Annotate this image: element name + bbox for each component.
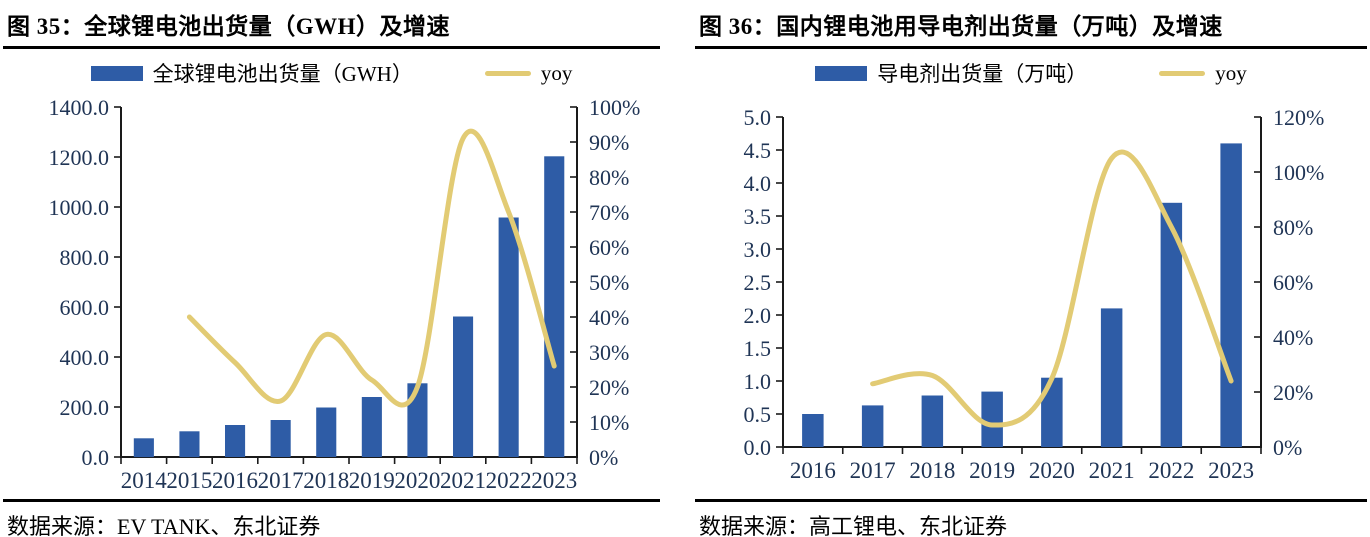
y-left-label: 1.5: [744, 336, 772, 361]
legend-item-bars: 导电剂出货量（万吨）: [815, 58, 1087, 88]
y-left-label: 4.5: [744, 138, 772, 163]
figure-36-title: 图 36：国内锂电池用导电剂出货量（万吨）及增速: [695, 0, 1367, 49]
y-right-label: 20%: [1273, 380, 1313, 405]
y-right-label: 60%: [589, 235, 629, 260]
x-label-2023: 2023: [531, 468, 577, 493]
y-left-label: 800.0: [60, 245, 110, 270]
x-label-2023: 2023: [1208, 458, 1254, 483]
x-label-2016: 2016: [790, 458, 836, 483]
figure-36-source: 数据来源：高工锂电、东北证券: [695, 499, 1367, 537]
x-label-2021: 2021: [440, 468, 486, 493]
bar-2023: [544, 156, 565, 458]
yoy-line: [870, 149, 1234, 428]
x-label-2021: 2021: [1089, 458, 1135, 483]
y-right-label: 30%: [589, 340, 629, 365]
y-right-label: 90%: [589, 130, 629, 155]
bar-series-label: 导电剂出货量（万吨）: [877, 62, 1088, 86]
figure-35-panel: 图 35：全球锂电池出货量（GWH）及增速 全球锂电池出货量（GWH） yoy …: [3, 0, 660, 537]
y-left-label: 1200.0: [49, 145, 110, 170]
y-left-label: 2.0: [744, 303, 772, 328]
y-left-label: 4.0: [744, 171, 772, 196]
figure-36-panel: 图 36：国内锂电池用导电剂出货量（万吨）及增速 导电剂出货量（万吨） yoy …: [685, 0, 1370, 537]
bar-2018: [921, 395, 944, 447]
y-left-label: 5.0: [744, 105, 772, 130]
y-right-label: 80%: [1273, 215, 1313, 240]
x-label-2017: 2017: [258, 468, 304, 493]
y-left-label: 200.0: [60, 395, 110, 420]
legend-item-bars: 全球锂电池出货量（GWH）: [90, 58, 413, 88]
bar-2018: [316, 407, 337, 457]
x-label-2016: 2016: [212, 468, 258, 493]
x-label-2015: 2015: [166, 468, 212, 493]
x-label-2017: 2017: [850, 458, 896, 483]
x-label-2014: 2014: [121, 468, 168, 493]
x-label-2022: 2022: [1148, 458, 1194, 483]
x-label-2022: 2022: [486, 468, 532, 493]
line-series-swatch: [1159, 70, 1206, 76]
bar-2020: [407, 383, 428, 458]
figure-35-legend: 全球锂电池出货量（GWH） yoy: [3, 49, 660, 97]
bar-2022: [1160, 202, 1183, 447]
global-battery-shipments-chart: 0.0 200.0 400.0 600.0 800.0 1000.0 1200.0 1400.…: [49, 97, 641, 493]
line-series-label: yoy: [540, 60, 573, 85]
bar-series-swatch: [90, 65, 143, 81]
x-label-2020: 2020: [1029, 458, 1075, 483]
bar-2019: [981, 391, 1003, 447]
y-right-label: 60%: [1273, 270, 1313, 295]
y-left-label: 2.5: [744, 270, 772, 295]
line-series-label: yoy: [1215, 60, 1247, 85]
y-left-label: 0.0: [744, 435, 772, 460]
y-right-label: 10%: [589, 410, 629, 435]
y-left-label: 600.0: [60, 295, 110, 320]
y-right-label: 40%: [1273, 325, 1313, 350]
y-right-label: 0%: [1273, 435, 1302, 460]
bar-2019: [361, 397, 382, 457]
conductive-agent-shipments-chart: 0.0 0.5 1.0 1.5 2.0 2.5 3.0 3.5 4.0 4.5 5.0 0% 20% 40…: [744, 105, 1325, 483]
bar-series-swatch: [815, 65, 868, 81]
y-right-label: 100%: [589, 97, 640, 120]
bar-series-label: 全球锂电池出货量（GWH）: [152, 62, 413, 86]
y-right-label: 50%: [589, 270, 629, 295]
y-right-label: 20%: [589, 375, 629, 400]
y-left-label: 1400.0: [49, 97, 110, 120]
figure-35-title: 图 35：全球锂电池出货量（GWH）及增速: [3, 0, 660, 49]
y-right-label: 80%: [589, 165, 629, 190]
x-label-2019: 2019: [969, 458, 1015, 483]
figure-36-legend: 导电剂出货量（万吨） yoy: [695, 49, 1367, 97]
legend-item-yoy: yoy: [1159, 61, 1247, 86]
bar-2021: [1100, 308, 1123, 447]
yoy-line: [186, 128, 557, 408]
y-left-label: 0.0: [82, 445, 110, 470]
bar-2021: [453, 316, 474, 457]
bar-2016: [225, 425, 246, 457]
legend-item-yoy: yoy: [484, 60, 573, 86]
bar-2017: [861, 405, 884, 447]
x-label-2020: 2020: [394, 468, 440, 493]
y-left-label: 400.0: [60, 345, 110, 370]
y-right-label: 0%: [589, 445, 618, 470]
x-label-2019: 2019: [349, 468, 395, 493]
y-left-label: 3.0: [744, 237, 772, 262]
y-right-label: 40%: [589, 305, 629, 330]
y-right-label: 100%: [1273, 160, 1324, 185]
bar-2014: [133, 438, 154, 458]
y-left-label: 1000.0: [49, 195, 110, 220]
y-left-label: 1.0: [744, 369, 772, 394]
bar-2016: [802, 414, 824, 447]
figure-35-source: 数据来源：EV TANK、东北证券: [3, 499, 660, 537]
x-label-2018: 2018: [909, 458, 955, 483]
x-label-2018: 2018: [303, 468, 349, 493]
y-right-label: 120%: [1273, 105, 1324, 130]
bar-2020: [1041, 377, 1063, 447]
bar-2015: [179, 431, 200, 458]
y-right-label: 70%: [589, 200, 629, 225]
y-left-label: 3.5: [744, 204, 772, 229]
bar-2017: [270, 420, 291, 457]
bar-2022: [498, 217, 519, 457]
line-series-swatch: [484, 70, 531, 76]
y-left-label: 0.5: [744, 402, 772, 427]
bar-2023: [1220, 143, 1242, 447]
